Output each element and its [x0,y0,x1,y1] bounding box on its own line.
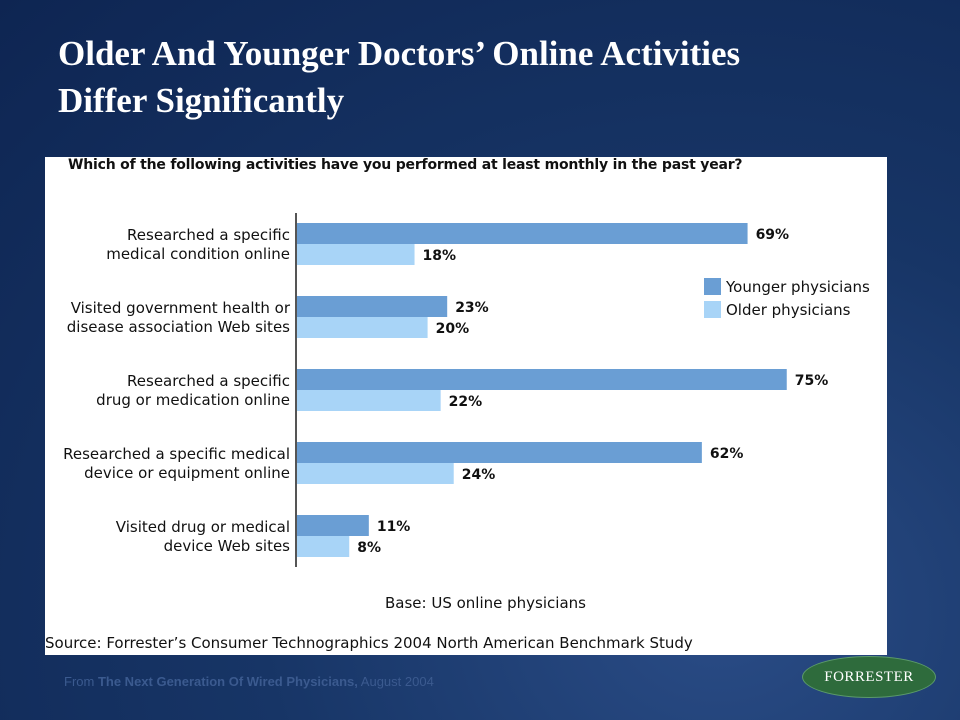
footer-prefix: From [64,674,98,689]
data-label: 62% [710,446,744,462]
bar-younger [297,296,448,317]
data-label: 11% [377,519,411,535]
bar-younger [297,369,787,390]
data-label: 69% [756,227,790,243]
data-label: 20% [436,321,470,337]
category-label: Researched a specific drug or medication … [96,372,290,409]
footer-citation: From The Next Generation Of Wired Physic… [64,674,434,689]
legend-swatch [704,278,721,295]
data-label: 24% [462,467,496,483]
base-note: Base: US online physicians [385,594,586,612]
bar-younger [297,223,748,244]
bar-younger [297,442,702,463]
bar-chart: Researched a specific medical condition o… [45,213,870,652]
legend-label: Younger physicians [725,278,870,296]
bar-younger [297,515,369,536]
bar-older [297,463,454,484]
forrester-logo: FORRESTER [802,656,936,698]
bar-older [297,244,415,265]
chart-question: Which of the following activities have y… [68,157,743,173]
slide-title-line-1: Older And Younger Doctors’ Online Activi… [58,34,741,73]
source-note: Source: Forrester’s Consumer Technograph… [45,634,693,652]
category-label: Visited drug or medical device Web sites [116,518,290,555]
category-label: Researched a specific medical device or e… [63,445,290,482]
footer-report-title: The Next Generation Of Wired Physicians, [97,674,358,689]
bar-older [297,536,350,557]
slide-title: Older And Younger Doctors’ Online Activi… [58,30,938,124]
data-label: 8% [357,540,381,556]
category-label: Visited government health or disease asso… [67,299,291,336]
bar-older [297,390,441,411]
data-label: 75% [795,373,829,389]
chart-panel: Researched a specific medical condition o… [45,157,887,655]
legend-label: Older physicians [726,301,851,319]
data-label: 23% [455,300,489,316]
bar-older [297,317,428,338]
footer-date: August 2004 [357,674,434,689]
data-label: 18% [423,248,457,264]
slide-title-line-2: Differ Significantly [58,81,345,120]
category-label: Researched a specific medical condition o… [106,226,290,263]
data-label: 22% [449,394,483,410]
legend-swatch [704,301,721,318]
